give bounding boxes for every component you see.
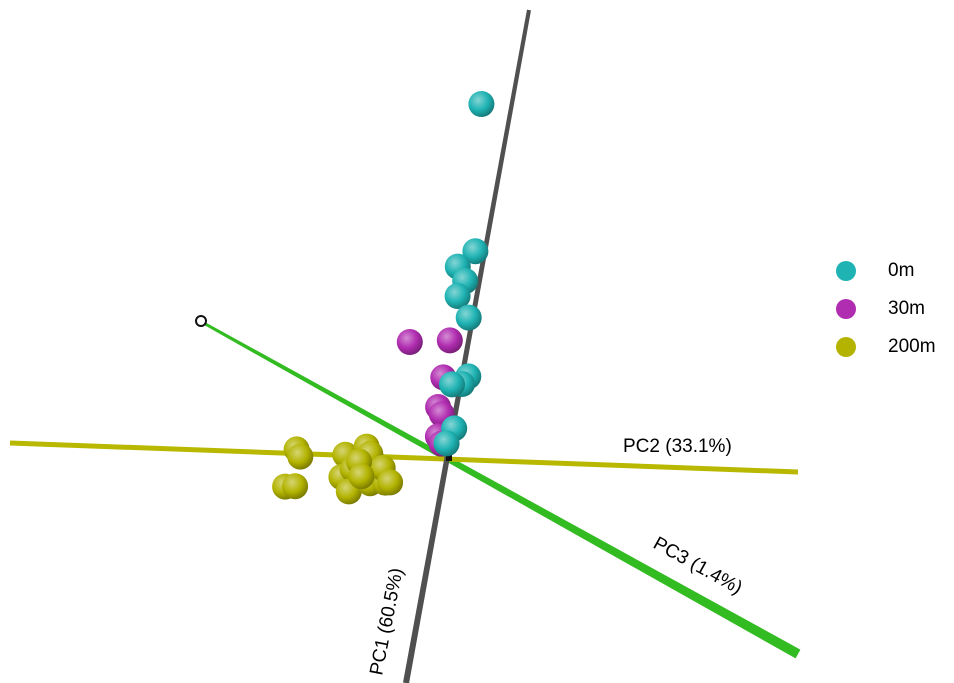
axes-layer	[9, 9, 801, 683]
points-layer	[272, 91, 495, 505]
point-0m-1	[462, 238, 489, 265]
legend-item-0m: 0m	[836, 252, 954, 290]
pc2-axis-line	[9, 440, 799, 475]
point-200m-3	[282, 473, 309, 500]
legend-label: 200m	[888, 336, 936, 357]
legend-item-200m: 200m	[836, 328, 954, 366]
pc3-axis-line	[199, 319, 801, 659]
legend-swatch	[836, 299, 856, 319]
point-30m-1	[436, 327, 463, 354]
pc3-axis-label: PC3 (1.4%)	[650, 533, 746, 599]
pc3-axis-end-marker	[195, 315, 207, 327]
point-0m-0	[468, 91, 495, 117]
point-200m-14	[377, 469, 404, 496]
point-0m-10	[433, 430, 460, 457]
pc1-axis-label: PC1 (60.5%)	[366, 566, 407, 677]
legend: 0m 30m 200m	[836, 252, 954, 366]
pc1-axis-line	[403, 9, 531, 683]
point-0m-8	[439, 371, 465, 398]
point-200m-1	[287, 443, 314, 470]
legend-swatch	[836, 337, 856, 357]
series-0m	[433, 91, 495, 457]
axis-labels-layer: PC1 (60.5%) PC2 (33.1%) PC3 (1.4%)	[366, 436, 745, 677]
legend-label: 0m	[888, 260, 915, 281]
legend-item-30m: 30m	[836, 290, 954, 328]
point-0m-4	[444, 283, 471, 309]
point-0m-5	[455, 304, 482, 331]
point-30m-0	[396, 329, 423, 355]
point-200m-16	[348, 463, 375, 490]
pc2-axis-label: PC2 (33.1%)	[623, 436, 732, 457]
legend-swatch	[836, 261, 856, 281]
series-200m	[272, 433, 404, 505]
legend-label: 30m	[888, 298, 925, 319]
origin-marker	[446, 455, 452, 461]
